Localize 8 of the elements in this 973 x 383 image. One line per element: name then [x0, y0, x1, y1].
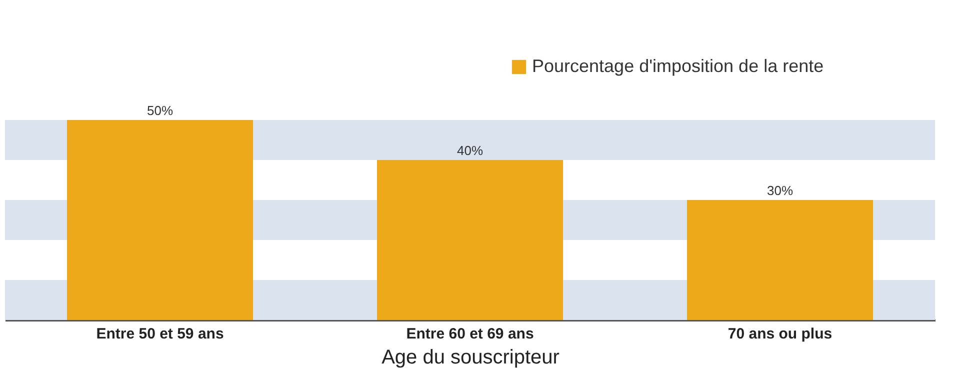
data-label: 40% [456, 143, 484, 158]
data-label: 50% [146, 103, 174, 118]
x-axis-title: Age du souscripteur [382, 346, 560, 368]
legend-label: Pourcentage d'imposition de la rente [532, 56, 824, 76]
data-label: 30% [766, 183, 794, 198]
x-tick-label: 70 ans ou plus [728, 326, 832, 342]
x-tick-label: Entre 50 et 59 ans [96, 326, 224, 342]
x-tick-label: Entre 60 et 69 ans [406, 326, 534, 342]
